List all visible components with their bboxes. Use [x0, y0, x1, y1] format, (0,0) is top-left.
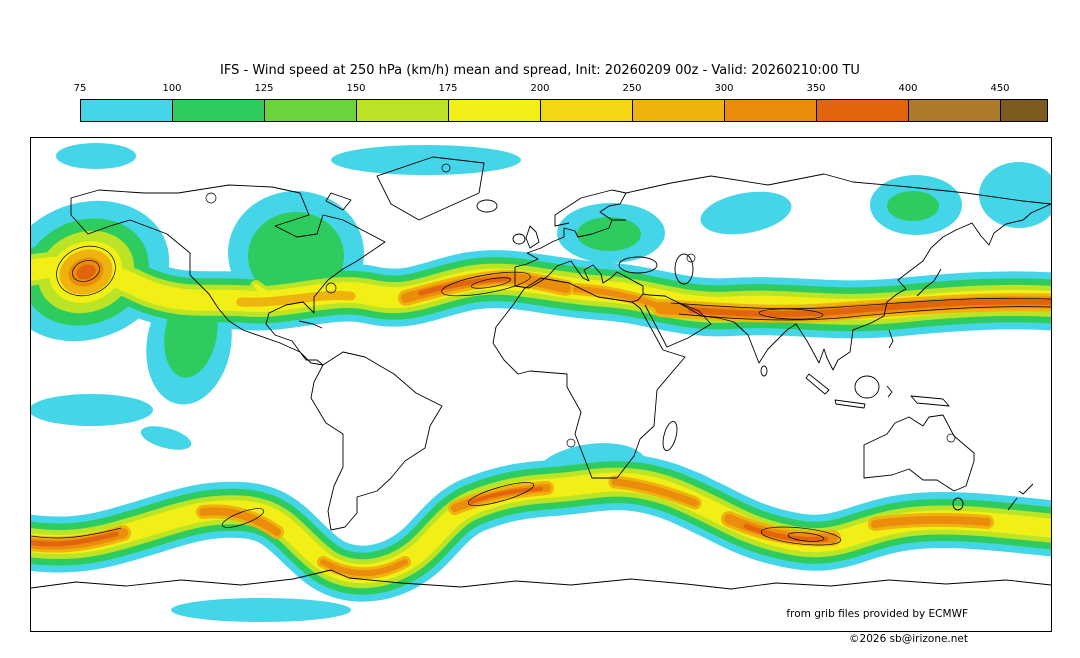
- colorbar-tick-label: 100: [162, 83, 182, 94]
- colorbar-cell: [357, 100, 449, 121]
- wind-speed-map-svg: [31, 143, 1051, 622]
- world-map: [30, 137, 1052, 632]
- colorbar: [80, 99, 1048, 122]
- colorbar-tick-label: 400: [898, 83, 918, 94]
- colorbar-cell: [541, 100, 633, 121]
- wind-patches-350: [76, 264, 96, 280]
- chart-title: IFS - Wind speed at 250 hPa (km/h) mean …: [220, 63, 860, 78]
- colorbar-cell: [81, 100, 173, 121]
- colorbar-tick-label: 75: [73, 83, 87, 94]
- spread-contours: [31, 163, 1051, 546]
- colorbar-tick-label: 250: [622, 83, 642, 94]
- colorbar-cell: [817, 100, 909, 121]
- colorbar-cell: [265, 100, 357, 121]
- colorbar-cell: [449, 100, 541, 121]
- colorbar-cell: [1001, 100, 1047, 121]
- colorbar-cell: [173, 100, 265, 121]
- colorbar-cell: [633, 100, 725, 121]
- colorbar-tick-label: 175: [438, 83, 458, 94]
- colorbar-tick-label: 150: [346, 83, 366, 94]
- wind-cores-350: [31, 276, 1051, 547]
- coastlines: [31, 156, 1051, 590]
- attribution-source: from grib files provided by ECMWF: [786, 608, 968, 620]
- colorbar-tick-label: 450: [990, 83, 1010, 94]
- colorbar-tick-label: 300: [714, 83, 734, 94]
- colorbar-cell: [725, 100, 817, 121]
- colorbar-tick-label: 350: [806, 83, 826, 94]
- colorbar-cell: [909, 100, 1001, 121]
- colorbar-tick-label: 200: [530, 83, 550, 94]
- attribution-copyright: ©2026 sb@irizone.net: [849, 633, 968, 645]
- colorbar-tick-label: 125: [254, 83, 274, 94]
